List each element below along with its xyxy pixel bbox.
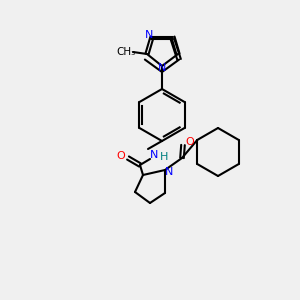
Text: N: N	[145, 30, 153, 40]
Text: N: N	[158, 63, 166, 73]
Text: CH₃: CH₃	[116, 47, 136, 57]
Text: O: O	[186, 137, 194, 147]
Text: N: N	[150, 150, 158, 160]
Text: H: H	[160, 152, 168, 162]
Text: O: O	[117, 151, 125, 161]
Text: N: N	[165, 167, 173, 177]
